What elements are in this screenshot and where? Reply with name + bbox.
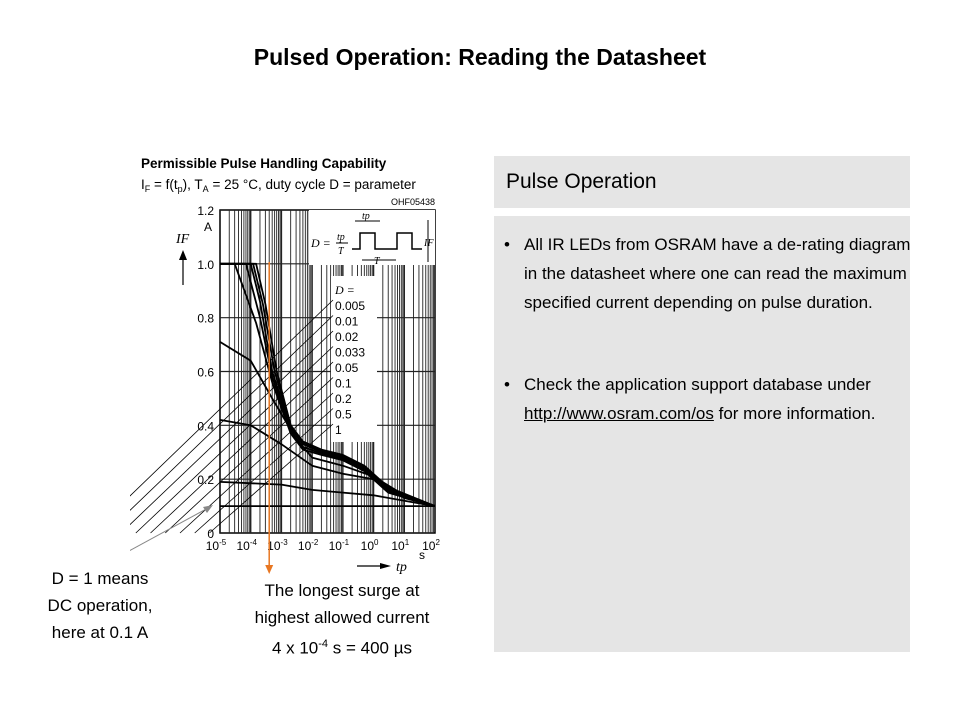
pulse-waveform — [352, 232, 422, 250]
duty-cycle-inset: D = tp T tp T IF — [310, 211, 434, 267]
y-tick-label: 0.4 — [197, 419, 214, 433]
legend-leader-line — [165, 377, 334, 534]
surge-formula: 4 x 10-4 s = 400 µs — [271, 638, 413, 658]
surge-annotation-line: The longest surge at — [264, 581, 420, 600]
y-tick-label: 0.6 — [197, 366, 214, 380]
y-unit: A — [204, 220, 212, 234]
legend-leader-line — [130, 299, 334, 497]
curves — [219, 262, 436, 507]
legend-label: 0.1 — [335, 377, 352, 391]
pulse-handling-chart: Permissible Pulse Handling Capability IF… — [130, 156, 441, 575]
x-tick-label: 101 — [391, 538, 409, 553]
inset-tp: tp — [362, 211, 370, 222]
panel-body: • All IR LEDs from OSRAM have a de-rating… — [494, 216, 910, 652]
x-tick-label: 10-5 — [206, 538, 227, 553]
curve-d-0_1 — [219, 341, 436, 507]
y-tick-label: 0.2 — [197, 473, 214, 487]
osram-link[interactable]: http://www.osram.com/os — [524, 404, 714, 423]
legend-label: 0.033 — [335, 346, 365, 360]
y-arrow-head-icon — [179, 250, 187, 260]
slide-title: Pulsed Operation: Reading the Datasheet — [253, 44, 707, 70]
curve-d-0_2 — [219, 419, 436, 507]
x-tick-label: 10-4 — [236, 538, 257, 553]
dc-annotation-line: here at 0.1 A — [51, 623, 149, 642]
chart-subtitle: IF = f(tp), TA = 25 °C, duty cycle D = p… — [141, 177, 416, 194]
legend-leader-line — [130, 330, 334, 526]
x-unit: s — [419, 548, 425, 562]
bullet-text: for more information. — [713, 404, 876, 423]
legend-leader-line — [130, 315, 334, 511]
y-label: IF — [175, 232, 190, 247]
bullet-item: • Check the application support database … — [504, 370, 914, 428]
dc-pointer-arrow-icon — [203, 505, 213, 513]
bullet-icon: • — [504, 375, 510, 394]
legend-leader-line — [194, 408, 334, 534]
dc-annotation: D = 1 means DC operation, here at 0.1 A — [20, 565, 180, 646]
x-tick-label: 100 — [361, 538, 379, 553]
inset-d-label: D = — [310, 236, 331, 250]
inset-num: tp — [337, 232, 345, 243]
legend-leader-lines — [130, 299, 334, 534]
bullet-item: • All IR LEDs from OSRAM have a de-rating… — [504, 230, 914, 317]
legend-leader-line — [150, 361, 334, 534]
legend-label: 0.01 — [335, 315, 359, 329]
legend-background — [331, 276, 377, 442]
chart-title: Permissible Pulse Handling Capability — [141, 156, 387, 171]
panel-title: Pulse Operation — [506, 170, 657, 193]
surge-marker-arrow-icon — [265, 565, 274, 574]
legend-label: 0.2 — [335, 392, 352, 406]
legend-label: 0.05 — [335, 361, 359, 375]
x-tick-label: 102 — [422, 538, 440, 553]
legend-label: 0.5 — [335, 408, 352, 422]
inset-t: T — [374, 256, 381, 267]
surge-annotation-line: highest allowed current — [254, 608, 430, 627]
dc-pointer-line — [130, 507, 209, 552]
y-tick-label: 1.2 — [197, 204, 214, 218]
dc-annotation-line: DC operation, — [47, 596, 153, 615]
legend-label: 1 — [335, 423, 342, 437]
x-tick-labels: 10-5 10-4 10-3 10-2 10-1 100 101 102 — [206, 538, 441, 553]
bullet-text: Check the application support database u… — [524, 375, 871, 394]
y-tick-label: 0 — [207, 527, 214, 541]
inset-den: T — [338, 246, 345, 257]
inset-if: IF — [423, 238, 434, 249]
x-arrow-head-icon — [380, 563, 391, 569]
x-tick-label: 10-1 — [329, 538, 350, 553]
panel-header: Pulse Operation — [494, 156, 910, 208]
curve-d-0_5 — [219, 481, 436, 507]
x-tick-label: 10-3 — [267, 538, 288, 553]
inset-background — [309, 210, 435, 265]
y-tick-label: 1.0 — [197, 258, 214, 272]
legend-label: 0.005 — [335, 299, 365, 313]
y-tick-labels: 0 0.2 0.4 0.6 0.8 1.0 1.2 — [197, 204, 214, 541]
x-label: tp — [396, 560, 407, 575]
legend-title: D = — [334, 283, 355, 297]
y-tick-label: 0.8 — [197, 312, 214, 326]
dc-annotation-line: D = 1 means — [51, 569, 149, 588]
chart-code: OHF05438 — [391, 197, 435, 207]
surge-annotation: The longest surge at highest allowed cur… — [222, 577, 462, 662]
bullet-icon: • — [504, 235, 510, 254]
bullet-text: All IR LEDs from OSRAM have a de-rating … — [524, 235, 911, 312]
legend-label: 0.02 — [335, 330, 359, 344]
legend-leader-line — [135, 346, 334, 534]
x-tick-label: 10-2 — [298, 538, 319, 553]
legend-leader-line — [209, 423, 334, 534]
